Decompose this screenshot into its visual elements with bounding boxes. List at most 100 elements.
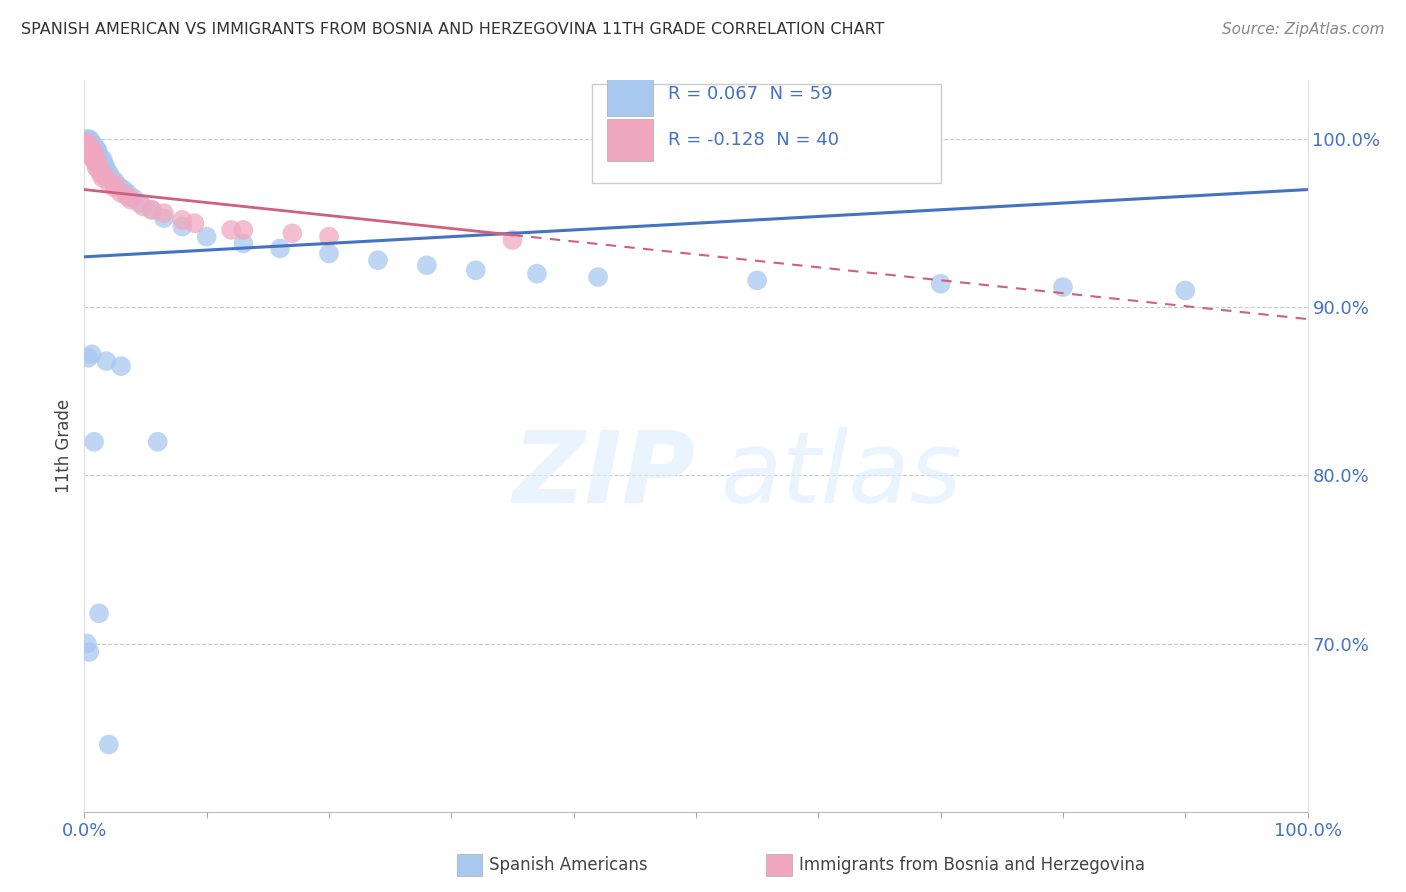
Point (97, 166, 120, 180)
Text: SPANISH AMERICAN VS IMMIGRANTS FROM BOSNIA AND HERZEGOVINA 11TH GRADE CORRELATIO: SPANISH AMERICAN VS IMMIGRANTS FROM BOSN… (21, 22, 884, 37)
Point (100, 170, 122, 185)
Point (87, 157, 110, 171)
Point (87, 607, 110, 621)
Point (89, 166, 111, 180)
Point (82, 142, 104, 156)
Point (84, 147, 107, 161)
Text: ZIP: ZIP (513, 426, 696, 524)
Point (104, 181, 127, 195)
Point (79, 137, 101, 152)
Text: Spanish Americans: Spanish Americans (489, 856, 648, 874)
Point (80, 347, 103, 361)
Point (115, 186, 138, 200)
Point (77, 645, 100, 659)
Point (183, 216, 205, 230)
Point (232, 236, 254, 251)
Point (87, 162, 110, 177)
Point (141, 202, 163, 217)
Point (77, 136, 100, 150)
Point (89, 153, 111, 167)
Text: R = 0.067  N = 59: R = 0.067 N = 59 (668, 86, 832, 103)
Point (146, 434, 169, 449)
Text: atlas: atlas (720, 426, 962, 524)
Point (110, 359, 132, 373)
Point (94, 169, 117, 183)
Point (172, 212, 194, 227)
Point (90, 155, 112, 169)
Point (219, 223, 242, 237)
Point (104, 178, 127, 192)
Point (97, 738, 120, 752)
Point (94, 159, 117, 173)
Point (110, 186, 132, 200)
Point (96, 162, 118, 177)
Point (97, 176, 120, 190)
Point (318, 229, 340, 244)
Point (132, 199, 155, 213)
Point (77, 139, 100, 153)
Point (77, 132, 100, 146)
Point (76, 636, 98, 650)
Point (80, 149, 103, 163)
Point (76, 136, 98, 150)
Point (153, 206, 176, 220)
Point (82, 144, 104, 158)
Point (83, 434, 105, 449)
Point (747, 273, 769, 287)
Point (80, 144, 103, 158)
Point (84, 140, 107, 154)
Point (120, 193, 142, 207)
Point (82, 137, 104, 152)
Text: Immigrants from Bosnia and Herzegovina: Immigrants from Bosnia and Herzegovina (799, 856, 1144, 874)
Point (80, 139, 103, 153)
FancyBboxPatch shape (606, 73, 654, 116)
Point (87, 144, 110, 158)
Point (87, 149, 110, 163)
Point (367, 253, 389, 268)
Point (80, 147, 103, 161)
Point (929, 277, 952, 291)
Point (86, 161, 108, 175)
Y-axis label: 11th Grade: 11th Grade (55, 399, 73, 493)
Point (86, 155, 108, 169)
Point (76, 132, 98, 146)
Point (172, 219, 194, 234)
Point (586, 270, 609, 285)
Point (77, 139, 100, 153)
Point (77, 137, 100, 152)
Point (79, 134, 101, 148)
Point (79, 147, 101, 161)
Point (232, 223, 254, 237)
Point (281, 227, 304, 241)
Point (318, 246, 340, 260)
Point (107, 179, 129, 194)
Point (93, 157, 115, 171)
Point (195, 229, 218, 244)
Point (416, 258, 439, 272)
Point (77, 144, 100, 158)
FancyBboxPatch shape (606, 119, 654, 161)
Point (526, 267, 548, 281)
Point (86, 149, 108, 163)
Point (84, 153, 107, 168)
Point (1052, 280, 1074, 294)
Point (502, 233, 524, 247)
Point (96, 354, 118, 368)
Point (1174, 284, 1197, 298)
Point (79, 142, 101, 156)
Text: R = -0.128  N = 40: R = -0.128 N = 40 (668, 131, 839, 149)
Point (104, 174, 127, 188)
Point (464, 263, 486, 277)
Point (82, 151, 104, 165)
Point (83, 153, 105, 168)
Point (269, 242, 291, 256)
Point (91, 170, 114, 185)
Point (83, 139, 105, 153)
Point (77, 140, 100, 154)
Text: Source: ZipAtlas.com: Source: ZipAtlas.com (1222, 22, 1385, 37)
Point (153, 211, 176, 226)
Point (77, 136, 100, 150)
FancyBboxPatch shape (592, 84, 941, 183)
Point (91, 168, 114, 182)
Point (77, 139, 100, 153)
